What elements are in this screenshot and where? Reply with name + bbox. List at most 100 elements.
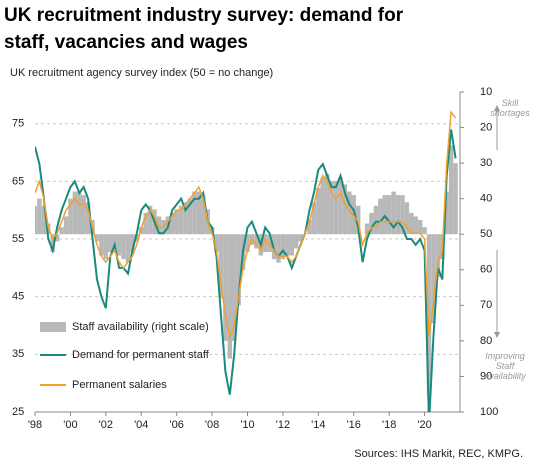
y-tick-label: 75 (12, 118, 24, 130)
chart-title-cont: staff, vacancies and wages (4, 32, 248, 53)
x-tick-label: '00 (63, 419, 77, 431)
line (35, 110, 457, 340)
y-tick-label: 65 (12, 175, 24, 187)
bar (201, 195, 206, 235)
legend-label: Staff availability (right scale) (72, 321, 209, 333)
bar (338, 177, 343, 235)
bar (245, 234, 250, 252)
bar (99, 234, 104, 256)
y2-tick-label: 70 (480, 299, 492, 311)
bar (285, 234, 290, 256)
bar (35, 205, 38, 235)
legend-swatch (40, 322, 66, 332)
bar (187, 198, 193, 235)
bar (236, 234, 241, 306)
y2-tick-label: 100 (480, 406, 498, 418)
legend-label: Permanent salaries (72, 379, 167, 391)
bar (77, 191, 82, 235)
chart-title-line: UK recruitment industry survey: demand f… (4, 5, 404, 26)
bar (324, 173, 330, 235)
bar (347, 191, 352, 235)
legend-label: Demand for permanent staff (72, 349, 210, 361)
y2-tick-label: 60 (480, 264, 492, 276)
bar (280, 234, 286, 260)
y2-tick-label: 10 (480, 86, 492, 98)
bar (267, 234, 272, 252)
bar (121, 234, 126, 260)
bar (72, 191, 78, 235)
bar (94, 234, 100, 242)
bar (386, 195, 392, 235)
bar (232, 234, 237, 341)
bar (108, 234, 113, 252)
bar (395, 195, 401, 235)
bar (311, 202, 317, 235)
bar (400, 195, 405, 235)
bar (369, 212, 374, 235)
bar (156, 216, 162, 235)
x-tick-label: '06 (169, 419, 183, 431)
bar (431, 234, 436, 324)
bar (63, 216, 69, 235)
bar (409, 212, 414, 235)
bar (448, 145, 454, 235)
bar (422, 227, 427, 235)
x-tick-label: '18 (382, 419, 396, 431)
y2-tick-label: 20 (480, 121, 492, 133)
bar (59, 227, 64, 235)
x-tick-label: '16 (347, 419, 361, 431)
bar (130, 234, 135, 252)
y2-tick-label: 80 (480, 335, 492, 347)
plot: 25 35 45 55 65 75 10 20 30 40 50 60 70 80 90 100 '98 '00 '… (12, 86, 530, 431)
y-tick-label: 25 (12, 406, 24, 418)
bar (50, 234, 55, 252)
annotation: Skill shortages (490, 98, 530, 118)
bar (391, 191, 396, 235)
x-tick-label: '98 (28, 419, 42, 431)
bar (293, 234, 299, 249)
y2-tick-label: 40 (480, 193, 492, 205)
bar (276, 234, 281, 263)
plot-area (35, 110, 458, 412)
bar (254, 234, 259, 249)
bar (426, 234, 432, 395)
bar (289, 234, 294, 256)
bar (41, 205, 47, 235)
bar (342, 184, 348, 235)
bar (316, 188, 321, 235)
bar (116, 234, 122, 256)
bar (196, 191, 202, 235)
bar (54, 234, 60, 242)
y-tick-label: 35 (12, 348, 24, 360)
bar (170, 212, 175, 235)
line (35, 129, 457, 412)
bar (134, 234, 140, 242)
x-tick-label: '12 (276, 419, 290, 431)
bar (178, 205, 184, 235)
bar (37, 198, 42, 235)
x-tick-label: '04 (134, 419, 148, 431)
bar (351, 195, 356, 235)
bar (147, 205, 153, 235)
bar (143, 212, 148, 235)
bar (364, 223, 370, 235)
bar (174, 209, 179, 235)
bar (81, 195, 86, 235)
y2-tick-label: 90 (480, 370, 492, 382)
x-tick-label: '02 (99, 419, 113, 431)
bar (227, 234, 233, 359)
bar (192, 191, 197, 235)
bar (333, 180, 339, 235)
y2-tick-label: 30 (480, 157, 492, 169)
x-tick-label: '08 (205, 419, 219, 431)
bar (413, 216, 418, 235)
bar (85, 202, 91, 235)
bar (307, 220, 312, 235)
bar (355, 205, 361, 235)
bar (444, 191, 449, 235)
bar (298, 234, 303, 242)
bar (320, 177, 325, 235)
x-tick-label: '14 (311, 419, 325, 431)
chart-subtitle: UK recruitment agency survey index (50 =… (10, 67, 273, 79)
bar (329, 180, 334, 235)
